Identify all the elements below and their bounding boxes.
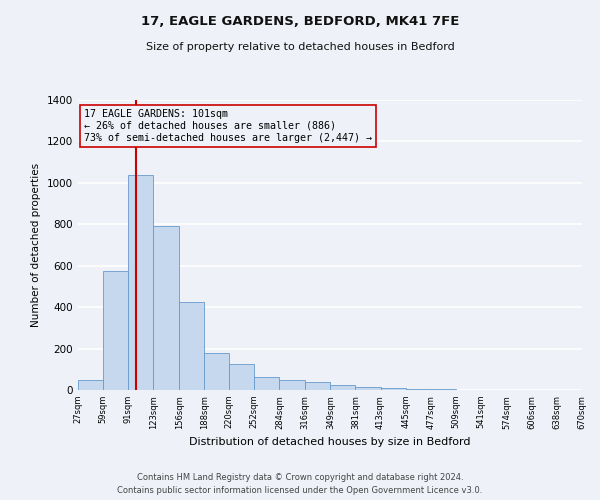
Bar xyxy=(305,382,331,390)
Text: Contains HM Land Registry data © Crown copyright and database right 2024.
Contai: Contains HM Land Registry data © Crown c… xyxy=(118,474,482,495)
Y-axis label: Number of detached properties: Number of detached properties xyxy=(31,163,41,327)
Bar xyxy=(406,389,431,390)
Text: 17, EAGLE GARDENS, BEDFORD, MK41 7FE: 17, EAGLE GARDENS, BEDFORD, MK41 7FE xyxy=(141,15,459,28)
Bar xyxy=(229,364,254,390)
X-axis label: Distribution of detached houses by size in Bedford: Distribution of detached houses by size … xyxy=(189,437,471,447)
Bar xyxy=(254,376,280,390)
Bar xyxy=(179,302,204,390)
Bar xyxy=(153,226,179,390)
Bar xyxy=(380,388,406,390)
Bar xyxy=(103,271,128,390)
Bar xyxy=(280,380,305,390)
Bar xyxy=(128,174,153,390)
Text: Size of property relative to detached houses in Bedford: Size of property relative to detached ho… xyxy=(146,42,454,52)
Bar xyxy=(204,352,229,390)
Bar xyxy=(331,385,355,390)
Text: 17 EAGLE GARDENS: 101sqm
← 26% of detached houses are smaller (886)
73% of semi-: 17 EAGLE GARDENS: 101sqm ← 26% of detach… xyxy=(84,110,372,142)
Bar xyxy=(78,380,103,390)
Bar xyxy=(355,387,380,390)
